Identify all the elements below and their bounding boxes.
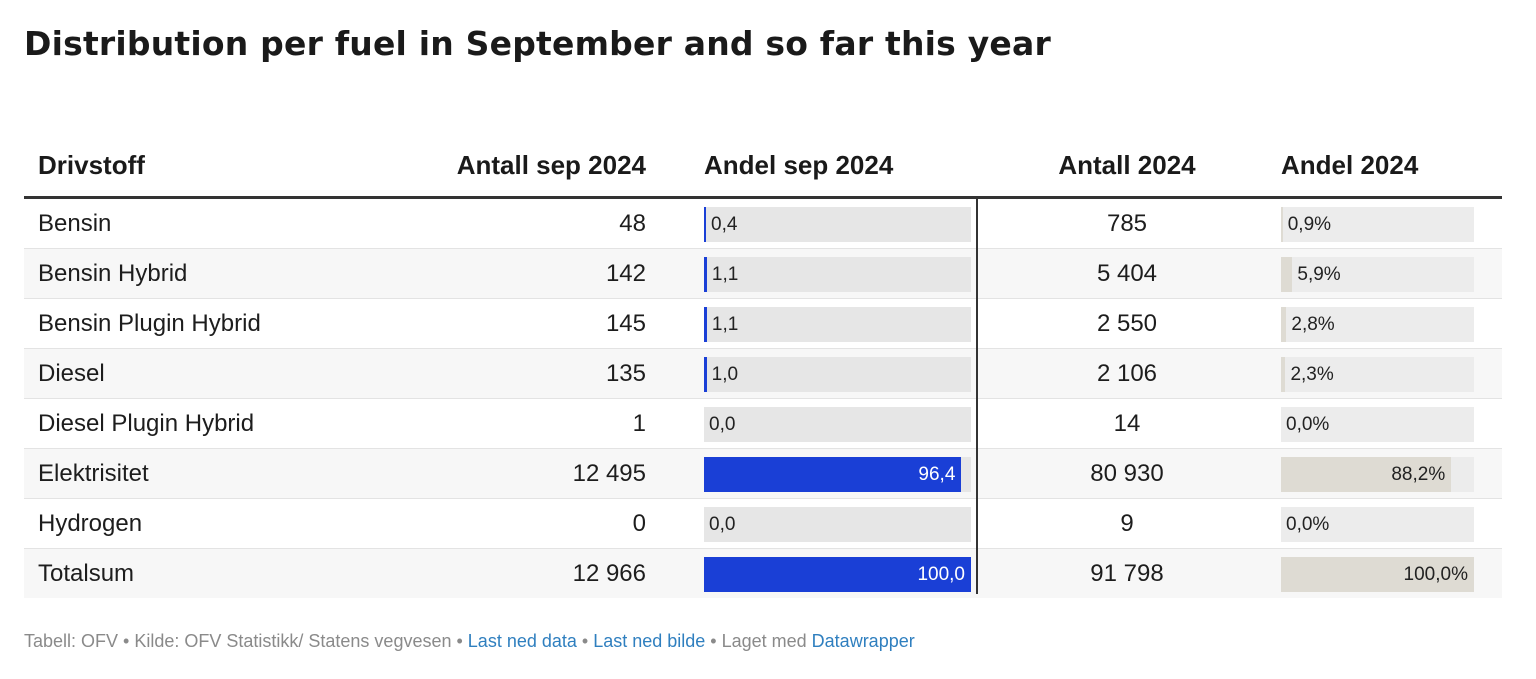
table-row: Diesel Plugin Hybrid 1 0,0 14 0,0% (24, 399, 1502, 449)
table-row: Hydrogen 0 0,0 9 0,0% (24, 499, 1502, 549)
fuel-name: Elektrisitet (38, 460, 149, 487)
column-divider (976, 196, 978, 594)
footer-source: Tabell: OFV • Kilde: OFV Statistikk/ Sta… (24, 631, 468, 651)
share-sep-bar (704, 557, 971, 592)
count-year: 2 550 (1096, 310, 1158, 337)
footer: Tabell: OFV • Kilde: OFV Statistikk/ Sta… (24, 631, 915, 652)
share-sep-track: 0,4 (704, 207, 971, 242)
header-andel-year[interactable]: Andel 2024 (1281, 150, 1419, 180)
count-year: 5 404 (1096, 260, 1158, 287)
share-sep-bar (704, 457, 962, 492)
share-year-label: 100,0% (1403, 564, 1468, 585)
fuel-name: Totalsum (38, 560, 135, 587)
share-year-track: 2,3% (1281, 357, 1474, 392)
share-year-label: 2,3% (1290, 364, 1334, 385)
fuel-name: Bensin Hybrid (38, 260, 188, 287)
share-sep-bar (704, 307, 707, 342)
share-year-track: 0,0% (1281, 507, 1474, 542)
header-antall-year[interactable]: Antall 2024 (1058, 150, 1196, 180)
share-sep-track: 96,4 (704, 457, 971, 492)
count-year: 80 930 (1090, 460, 1164, 487)
count-sep: 12 966 (572, 560, 646, 587)
share-sep-bar (704, 357, 707, 392)
share-sep-track: 1,1 (704, 257, 971, 292)
count-sep: 0 (632, 510, 646, 537)
share-year-label: 0,9% (1287, 214, 1332, 235)
share-sep-label: 0,4 (711, 214, 738, 235)
share-year-track: 0,9% (1281, 207, 1474, 242)
count-sep: 48 (619, 210, 646, 237)
share-year-bar (1281, 257, 1293, 292)
fuel-name: Bensin Plugin Hybrid (38, 310, 261, 337)
share-sep-track: 100,0 (704, 557, 971, 592)
datawrapper-link[interactable]: Datawrapper (811, 631, 915, 651)
fuel-name: Bensin (38, 210, 112, 237)
count-year: 785 (1106, 210, 1148, 237)
table-row: Bensin 48 0,4 785 0,9% (24, 199, 1502, 249)
count-sep: 1 (632, 410, 646, 437)
header-antall-sep[interactable]: Antall sep 2024 (456, 150, 646, 180)
share-sep-label: 1,1 (711, 314, 739, 335)
share-year-track: 5,9% (1281, 257, 1474, 292)
share-year-label: 2,8% (1291, 314, 1335, 335)
count-sep: 12 495 (572, 460, 646, 487)
share-sep-track: 0,0 (704, 507, 971, 542)
footer-separator: • (576, 631, 594, 651)
share-sep-track: 0,0 (704, 407, 971, 442)
table-header: Drivstoff Antall sep 2024 Andel sep 2024… (24, 136, 1502, 199)
fuel-name: Diesel Plugin Hybrid (38, 410, 255, 437)
share-year-bar (1281, 557, 1474, 592)
table-row: Bensin Plugin Hybrid 145 1,1 2 550 2,8% (24, 299, 1502, 349)
count-year: 9 (1120, 510, 1134, 537)
share-sep-bar (704, 257, 707, 292)
count-year: 14 (1113, 410, 1141, 437)
share-year-label: 5,9% (1297, 264, 1341, 285)
table-row: Diesel 135 1,0 2 106 2,3% (24, 349, 1502, 399)
share-year-bar (1281, 457, 1452, 492)
count-sep: 142 (605, 260, 646, 287)
share-year-track: 88,2% (1281, 457, 1474, 492)
share-year-label: 88,2% (1391, 464, 1446, 485)
fuel-name: Diesel (38, 360, 105, 387)
share-year-label: 0,0% (1286, 514, 1330, 535)
count-sep: 145 (605, 310, 646, 337)
footer-made-with: • Laget med (705, 631, 812, 651)
download-image-link[interactable]: Last ned bilde (593, 631, 706, 651)
count-year: 2 106 (1096, 360, 1158, 387)
share-year-track: 2,8% (1281, 307, 1474, 342)
chart-title: Distribution per fuel in September and s… (24, 24, 1051, 63)
share-year-label: 0,0% (1286, 414, 1330, 435)
table-row: Totalsum 12 966 100,0 91 798 100,0% (24, 549, 1502, 598)
share-sep-label: 96,4 (918, 464, 956, 485)
share-sep-label: 0,0 (709, 514, 736, 535)
share-year-bar (1281, 307, 1287, 342)
fuel-name: Hydrogen (38, 510, 143, 537)
data-table: Drivstoff Antall sep 2024 Andel sep 2024… (24, 136, 1502, 598)
header-andel-sep[interactable]: Andel sep 2024 (704, 150, 894, 180)
share-sep-track: 1,1 (704, 307, 971, 342)
table-row: Elektrisitet 12 495 96,4 80 930 88,2% (24, 449, 1502, 499)
table-row: Bensin Hybrid 142 1,1 5 404 5,9% (24, 249, 1502, 299)
download-data-link[interactable]: Last ned data (467, 631, 577, 651)
share-sep-label: 1,1 (711, 264, 739, 285)
table-body: Bensin 48 0,4 785 0,9% Bensin Hybrid 142 1,1 5 4… (24, 199, 1502, 598)
share-year-track: 100,0% (1281, 557, 1474, 592)
count-year: 91 798 (1090, 560, 1164, 587)
share-sep-label: 1,0 (711, 364, 739, 385)
share-year-bar (1281, 207, 1283, 242)
share-year-bar (1281, 357, 1286, 392)
share-sep-label: 0,0 (709, 414, 736, 435)
share-sep-track: 1,0 (704, 357, 971, 392)
share-sep-bar (704, 207, 706, 242)
header-drivstoff[interactable]: Drivstoff (38, 150, 145, 180)
count-sep: 135 (605, 360, 646, 387)
share-sep-label: 100,0 (917, 564, 965, 585)
share-year-track: 0,0% (1281, 407, 1474, 442)
